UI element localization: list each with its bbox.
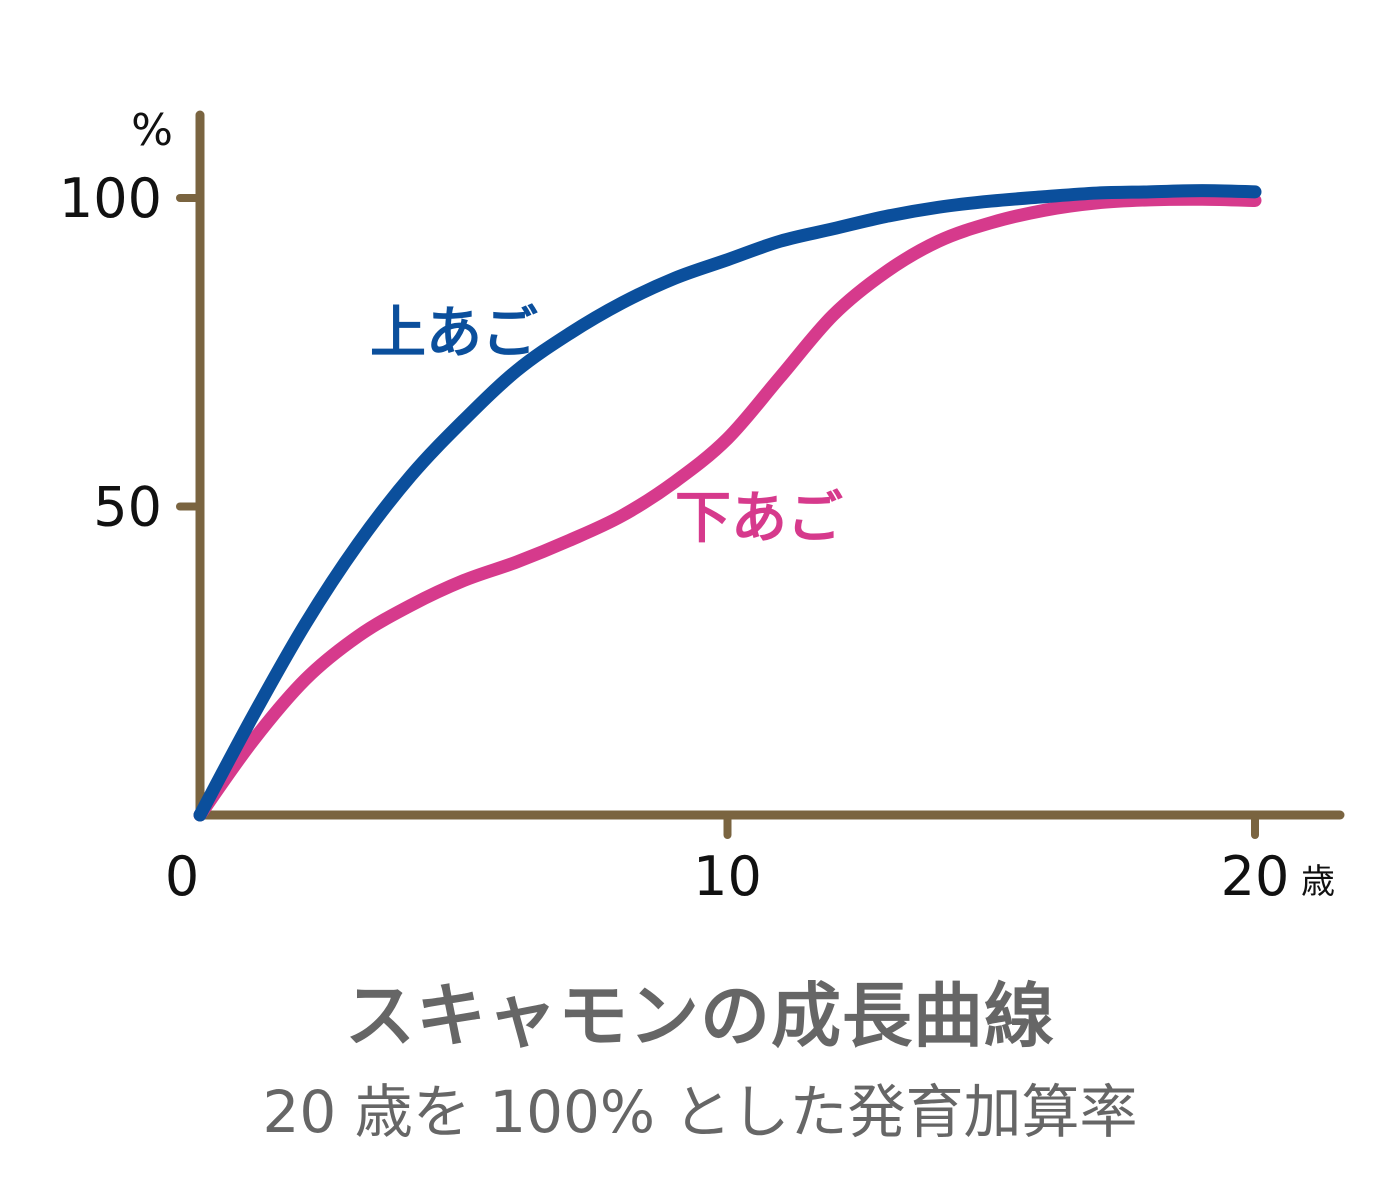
x-tick-label: 0 [165, 845, 199, 908]
series-label-lower-jaw: 下あご [675, 486, 843, 551]
y-tick-label: 100 [59, 167, 162, 230]
x-tick-label: 20 [1221, 845, 1290, 908]
series-label-upper-jaw: 上あご [370, 301, 538, 366]
x-tick-label: 10 [693, 845, 762, 908]
axes [176, 110, 1345, 839]
chart-title: スキャモンの成長曲線 [345, 975, 1055, 1057]
chart-subtitle: 20 歳を 100% とした発育加算率 [262, 1078, 1138, 1146]
series-layer [193, 184, 1262, 822]
x-axis-unit: 歳 [1301, 862, 1335, 902]
y-tick-label: 50 [93, 476, 162, 539]
series-line-lower-jaw [193, 192, 1262, 822]
y-axis-unit: % [131, 105, 173, 156]
series-line-upper-jaw [193, 184, 1262, 822]
